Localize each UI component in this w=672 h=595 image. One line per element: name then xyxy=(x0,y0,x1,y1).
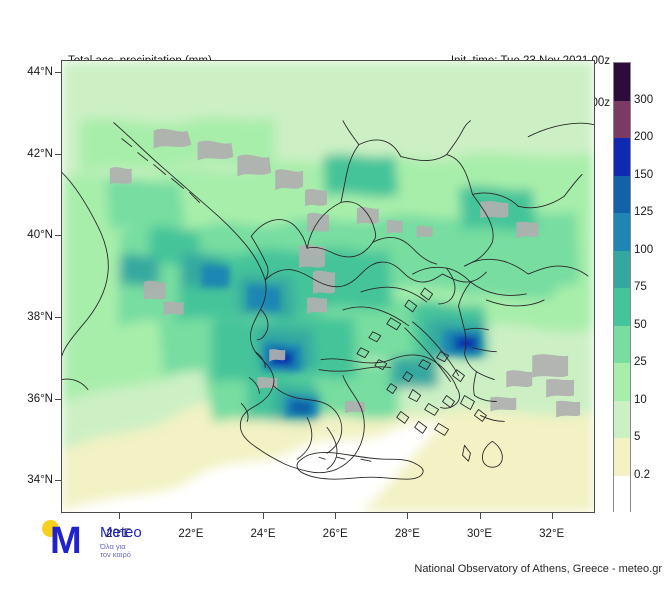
logo-brand-name: Meteo xyxy=(100,524,142,541)
colorbar-band xyxy=(614,175,630,213)
colorbar-tick-label: 100 xyxy=(634,243,654,256)
colorbar-tick-label: 5 xyxy=(634,431,641,443)
latitude-tick xyxy=(55,235,61,237)
colorbar-band xyxy=(614,400,630,438)
longitude-tick xyxy=(335,513,337,519)
latitude-tick-label: 44°N xyxy=(27,66,53,79)
colorbar-tick-label: 50 xyxy=(634,318,647,331)
longitude-tick-label: 24°E xyxy=(250,528,276,540)
longitude-tick-label: 32°E xyxy=(539,528,565,540)
colorbar-tick-label: 125 xyxy=(634,206,654,218)
longitude-tick-label: 28°E xyxy=(394,528,420,540)
colorbar-tick-label: 25 xyxy=(634,356,647,368)
logo-dot-icon xyxy=(42,520,59,537)
colorbar-band xyxy=(614,100,630,138)
latitude-tick xyxy=(55,398,61,400)
longitude-tick xyxy=(190,513,192,519)
latitude-tick xyxy=(55,72,61,74)
longitude-tick xyxy=(263,513,265,519)
longitude-tick xyxy=(118,513,120,519)
latitude-tick-label: 38°N xyxy=(27,311,53,324)
logo-m-mark: M xyxy=(50,520,82,562)
longitude-tick-label: 26°E xyxy=(322,528,348,540)
colorbar-band-below-minimum xyxy=(614,475,630,513)
colorbar-band xyxy=(614,325,630,363)
colorbar-tick-label: 75 xyxy=(634,281,647,293)
longitude-tick-label: 22°E xyxy=(178,528,204,540)
colorbar-tick-label: 300 xyxy=(634,93,654,106)
colorbar-tick-label: 10 xyxy=(634,393,647,406)
logo-tagline-line2: τον καιρό xyxy=(100,550,131,559)
colorbar-tick-label: 150 xyxy=(634,168,654,181)
latitude-tick xyxy=(55,153,61,155)
colorbar-band xyxy=(614,138,630,176)
latitude-tick-label: 40°N xyxy=(27,229,53,242)
colorbar-band xyxy=(614,250,630,288)
attribution-text: National Observatory of Athens, Greece -… xyxy=(414,563,662,575)
map-plot-area xyxy=(61,60,595,513)
longitude-tick xyxy=(407,513,409,519)
longitude-tick xyxy=(551,513,553,519)
latitude-tick xyxy=(55,480,61,482)
colorbar-band xyxy=(614,438,630,476)
colorbar-band xyxy=(614,363,630,401)
latitude-tick-label: 36°N xyxy=(27,392,53,405)
latitude-tick xyxy=(55,317,61,319)
latitude-tick-label: 42°N xyxy=(27,147,53,160)
longitude-tick-label: 20°E xyxy=(106,528,132,540)
colorbar-band xyxy=(614,213,630,251)
colorbar-tick-label: 0.2 xyxy=(634,468,650,481)
colorbar-band xyxy=(614,63,630,101)
meteo-logo[interactable]: M Meteo Όλα για τον καιρό xyxy=(42,518,172,562)
colorbar xyxy=(613,62,631,513)
longitude-tick-label: 30°E xyxy=(467,528,493,540)
latitude-tick-label: 34°N xyxy=(27,474,53,487)
colorbar-band xyxy=(614,288,630,326)
longitude-tick xyxy=(479,513,481,519)
precipitation-field xyxy=(62,61,594,512)
logo-tagline-line1: Όλα για xyxy=(100,542,126,551)
colorbar-tick-label: 200 xyxy=(634,131,654,143)
